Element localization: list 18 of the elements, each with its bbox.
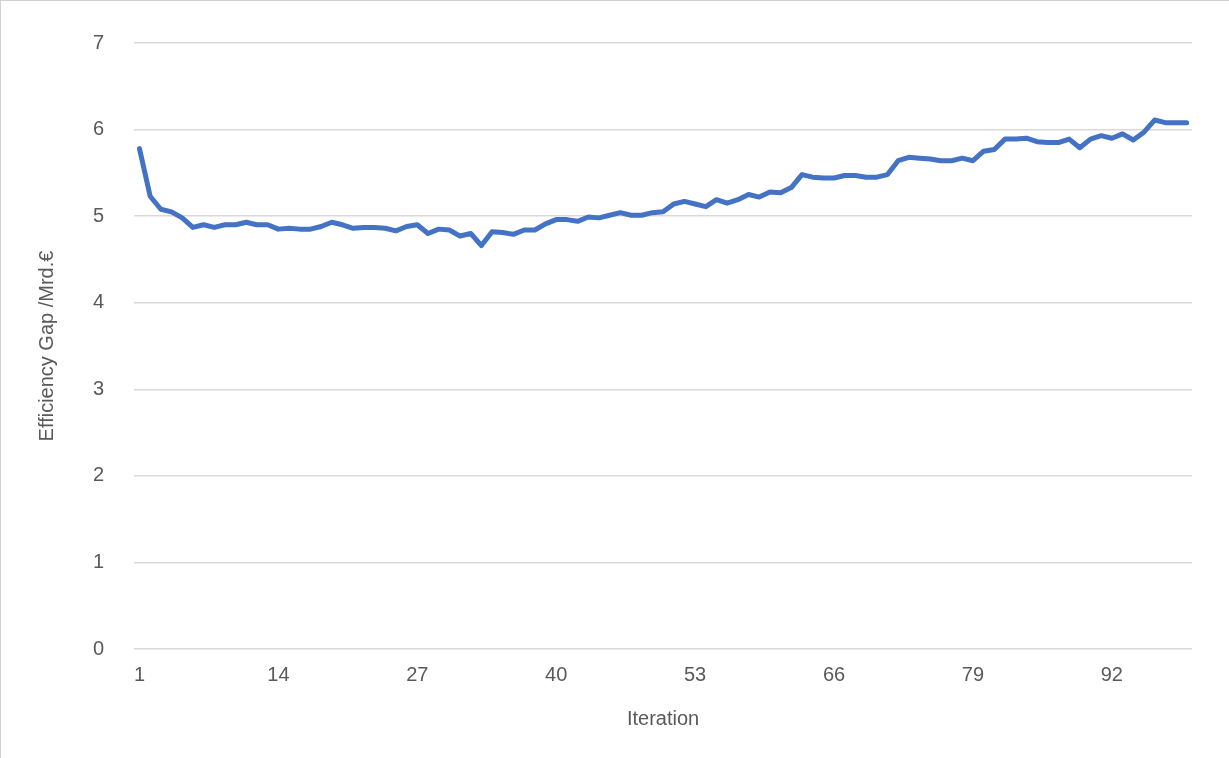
y-tick-label: 6 (93, 117, 105, 140)
x-tick-label: 53 (683, 662, 707, 685)
x-tick-label: 27 (406, 662, 429, 685)
x-tick-label: 79 (961, 662, 985, 685)
x-tick-label: 1 (133, 662, 146, 685)
x-tick-label: 92 (1100, 662, 1123, 685)
y-tick-label: 5 (93, 203, 105, 226)
y-tick-label: 0 (93, 636, 105, 659)
x-tick-label: 66 (822, 662, 846, 685)
x-tick-label: 40 (545, 662, 568, 685)
x-tick-label: 14 (267, 662, 290, 685)
y-axis-title: Efficiency Gap /Mrd.€ (34, 250, 57, 442)
x-axis-title: Iteration (626, 706, 700, 729)
y-tick-label: 4 (93, 290, 105, 313)
y-tick-label: 2 (93, 463, 105, 486)
y-tick-label: 7 (93, 30, 105, 53)
y-tick-label: 1 (93, 549, 105, 572)
y-tick-label: 3 (93, 376, 105, 399)
